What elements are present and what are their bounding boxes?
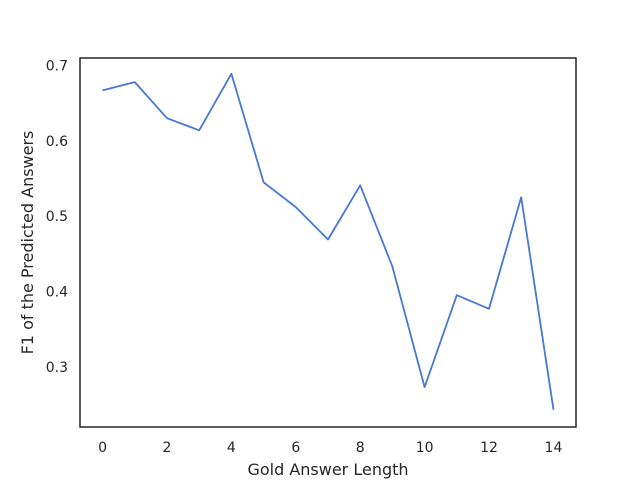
x-tick-label: 8 xyxy=(356,440,365,456)
x-axis-ticks: 0 2 4 6 8 10 12 14 xyxy=(98,440,562,456)
y-axis-label: F1 of the Predicted Answers xyxy=(18,131,37,355)
y-tick-label: 0.4 xyxy=(46,284,68,300)
x-tick-label: 10 xyxy=(416,440,434,456)
x-tick-label: 12 xyxy=(480,440,498,456)
x-tick-label: 6 xyxy=(291,440,300,456)
y-tick-label: 0.6 xyxy=(46,134,68,150)
x-tick-label: 14 xyxy=(545,440,563,456)
series-lines xyxy=(102,72,555,410)
x-tick-label: 2 xyxy=(163,440,172,456)
x-tick-label: 4 xyxy=(227,440,236,456)
plot-frame xyxy=(79,57,577,428)
x-tick-label: 0 xyxy=(98,440,107,456)
y-axis-ticks: 0.3 0.4 0.5 0.6 0.7 xyxy=(46,59,68,376)
series-line xyxy=(102,72,555,410)
y-tick-label: 0.7 xyxy=(46,59,68,75)
y-tick-label: 0.3 xyxy=(46,360,68,376)
y-tick-label: 0.5 xyxy=(46,209,68,225)
x-axis-label: Gold Answer Length xyxy=(247,460,408,479)
